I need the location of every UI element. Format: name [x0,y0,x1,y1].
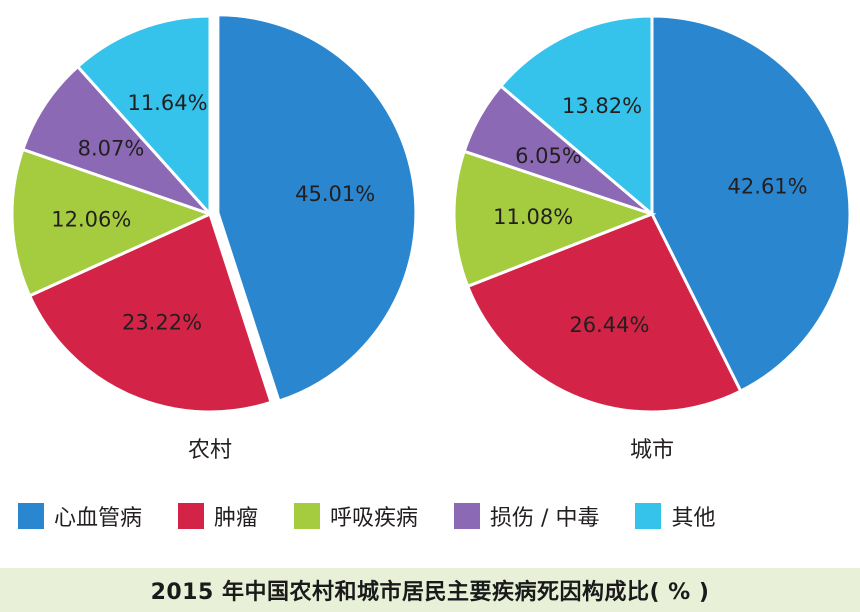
legend-item-injury-poisoning: 损伤 / 中毒 [454,500,599,532]
pie-slice-respiratory [10,147,215,298]
legend-swatch-cardiovascular [18,503,44,529]
pie-slice-cardiovascular [650,14,852,394]
legend-label: 呼吸疾病 [330,506,419,531]
pie-charts: 45.01% 23.22% 12.06% 8.07% 11.64% 42.61% 26.4… [10,13,852,463]
slice-label-cardiovascular: 42.61% [728,175,808,199]
pie-slice-other [75,14,212,218]
legend-item-cardiovascular: 心血管病 [18,500,142,532]
pie-slice-respiratory [452,149,657,289]
slice-label-injury-poisoning: 6.05% [515,144,582,168]
slice-label-tumor: 23.22% [122,311,202,335]
legend-item-respiratory: 呼吸疾病 [294,500,418,532]
chart-caption: 2015 年中国农村和城市居民主要疾病死因构成比( % ) [150,580,710,605]
legend-label: 肿瘤 [214,506,259,531]
legend-swatch-tumor [178,503,205,529]
caption-bar: 2015 年中国农村和城市居民主要疾病死因构成比( % ) [0,568,860,612]
legend: 心血管病 肿瘤 呼吸疾病 损伤 / 中毒 其他 [18,496,858,536]
slice-label-respiratory: 11.08% [493,205,573,229]
slice-label-other: 13.82% [562,94,642,118]
rural-pie: 45.01% 23.22% 12.06% 8.07% 11.64% [10,13,418,414]
legend-label: 其他 [671,506,716,531]
slice-label-other: 11.64% [127,91,207,115]
urban-pie: 42.61% 26.44% 11.08% 6.05% 13.82% [452,14,852,414]
pie-slice-cardiovascular [216,13,418,403]
legend-swatch-injury-poisoning [454,503,481,529]
legend-item-other: 其他 [635,500,715,532]
slice-label-tumor: 26.44% [569,313,649,337]
pie-slice-tumor [465,212,743,414]
pie-slice-tumor [27,211,273,414]
slice-label-cardiovascular: 45.01% [295,182,375,206]
slice-label-respiratory: 12.06% [51,208,131,232]
urban-pie-title: 城市 [630,438,674,463]
pie-slice-injury-poisoning [20,64,215,218]
legend-swatch-respiratory [294,503,321,529]
pie-slice-other [498,14,654,218]
legend-label: 心血管病 [54,506,143,531]
legend-swatch-other [635,503,662,529]
legend-item-tumor: 肿瘤 [178,500,258,532]
rural-pie-title: 农村 [188,438,232,463]
slice-label-injury-poisoning: 8.07% [78,136,145,160]
legend-label: 损伤 / 中毒 [490,506,600,531]
